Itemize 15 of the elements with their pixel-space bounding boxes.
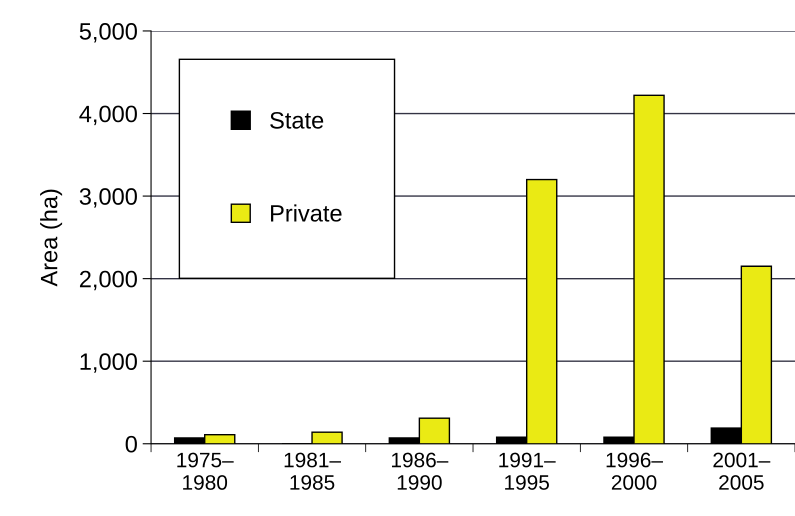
- y-tick-label: 0: [126, 436, 137, 453]
- x-tick-label: 2001– 2005: [713, 452, 770, 490]
- y-tick-label: 2,000: [80, 270, 137, 290]
- x-tick-label: 1986– 1990: [392, 452, 448, 490]
- legend-label: State: [270, 112, 324, 129]
- y-tick-label: 4,000: [79, 106, 137, 126]
- legend-label: Private: [271, 204, 342, 222]
- y-tick-label: 3,000: [80, 188, 137, 208]
- x-tick-label: 1991– 1995: [499, 452, 556, 490]
- y-tick-label: 5,000: [80, 23, 137, 43]
- y-tick-label: 1,000: [80, 353, 137, 373]
- x-tick-label: 1996– 2000: [606, 452, 663, 490]
- x-tick-label: 1981– 1985: [284, 452, 341, 490]
- x-tick-label: 1975– 1980: [177, 452, 234, 490]
- y-axis-title: Area (ha): [40, 190, 62, 287]
